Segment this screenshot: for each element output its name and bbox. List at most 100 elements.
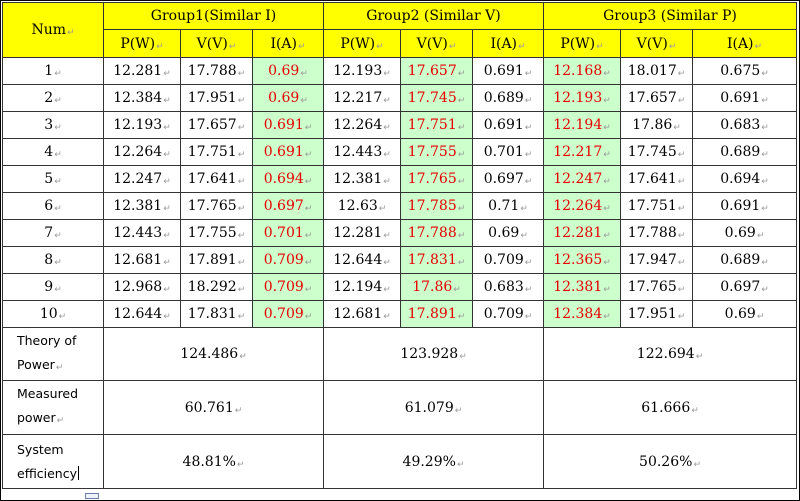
summary-value[interactable]: 60.761↵: [102, 380, 325, 435]
value-cell[interactable]: 0.709↵: [472, 300, 545, 328]
value-cell[interactable]: 17.657↵: [620, 84, 694, 112]
table-resize-handle[interactable]: [85, 493, 99, 499]
value-cell[interactable]: 17.765↵: [400, 165, 474, 193]
summary-value[interactable]: 124.486↵: [102, 327, 325, 381]
value-cell[interactable]: 17.951↵: [180, 84, 253, 112]
value-cell[interactable]: 12.193↵: [323, 57, 402, 85]
value-cell[interactable]: 0.71↵: [472, 192, 545, 220]
value-cell[interactable]: 17.755↵: [180, 219, 253, 247]
subcol-header[interactable]: I(A)↵: [692, 29, 798, 58]
value-cell[interactable]: 17.657↵: [180, 111, 253, 139]
subcol-header[interactable]: I(A)↵: [472, 29, 545, 58]
summary-value[interactable]: 49.29%↵: [323, 434, 545, 489]
row-number-cell[interactable]: 6↵: [2, 192, 104, 220]
summary-value[interactable]: 48.81%↵: [102, 434, 325, 489]
value-cell[interactable]: 0.701↵: [472, 138, 545, 166]
value-cell[interactable]: 17.831↵: [180, 300, 253, 328]
value-cell[interactable]: 12.365↵: [543, 246, 622, 274]
value-cell[interactable]: 0.691↵: [692, 192, 798, 220]
value-cell[interactable]: 0.691↵: [692, 84, 798, 112]
value-cell[interactable]: 17.788↵: [620, 219, 694, 247]
value-cell[interactable]: 18.292↵: [180, 273, 253, 301]
value-cell[interactable]: 12.384↵: [103, 84, 181, 112]
value-cell[interactable]: 0.689↵: [472, 84, 545, 112]
value-cell[interactable]: 12.168↵: [543, 57, 622, 85]
row-number-cell[interactable]: 1↵: [2, 57, 104, 85]
value-cell[interactable]: 12.644↵: [103, 300, 181, 328]
value-cell[interactable]: 0.709↵: [472, 246, 545, 274]
value-cell[interactable]: 12.381↵: [323, 165, 402, 193]
value-cell[interactable]: 0.694↵: [692, 165, 798, 193]
group2-header[interactable]: Group2 (Similar V): [323, 2, 545, 30]
value-cell[interactable]: 0.697↵: [472, 165, 545, 193]
row-number-cell[interactable]: 7↵: [2, 219, 104, 247]
value-cell[interactable]: 0.697↵: [692, 273, 798, 301]
value-cell[interactable]: 12.264↵: [543, 192, 622, 220]
value-cell[interactable]: 12.193↵: [103, 111, 181, 139]
num-header[interactable]: Num↵: [2, 2, 104, 58]
value-cell[interactable]: 12.264↵: [323, 111, 402, 139]
value-cell[interactable]: 17.831↵: [400, 246, 474, 274]
summary-value[interactable]: 122.694↵: [543, 327, 798, 381]
value-cell[interactable]: 17.657↵: [400, 57, 474, 85]
group3-header[interactable]: Group3 (Similar P): [543, 2, 798, 30]
value-cell[interactable]: 17.641↵: [620, 165, 694, 193]
value-cell[interactable]: 17.951↵: [620, 300, 694, 328]
summary-value[interactable]: 123.928↵: [323, 327, 545, 381]
value-cell[interactable]: 12.247↵: [543, 165, 622, 193]
value-cell[interactable]: 17.891↵: [400, 300, 474, 328]
value-cell[interactable]: 0.69↵: [692, 219, 798, 247]
subcol-header[interactable]: V(V)↵: [620, 29, 694, 58]
group1-header[interactable]: Group1(Similar I): [102, 2, 325, 30]
summary-value[interactable]: 61.079↵: [323, 380, 545, 435]
value-cell[interactable]: 17.745↵: [620, 138, 694, 166]
value-cell[interactable]: 12.194↵: [543, 111, 622, 139]
value-cell[interactable]: 17.86↵: [400, 273, 474, 301]
subcol-header[interactable]: V(V)↵: [400, 29, 474, 58]
value-cell[interactable]: 17.745↵: [400, 84, 474, 112]
value-cell[interactable]: 12.63↵: [323, 192, 402, 220]
value-cell[interactable]: 0.694↵: [251, 165, 325, 193]
value-cell[interactable]: 0.697↵: [251, 192, 325, 220]
value-cell[interactable]: 17.788↵: [180, 57, 253, 85]
row-number-cell[interactable]: 9↵: [2, 273, 104, 301]
value-cell[interactable]: 12.281↵: [103, 57, 181, 85]
value-cell[interactable]: 0.683↵: [472, 273, 545, 301]
value-cell[interactable]: 12.194↵: [323, 273, 402, 301]
value-cell[interactable]: 0.691↵: [251, 111, 325, 139]
row-number-cell[interactable]: 10↵: [2, 300, 104, 328]
value-cell[interactable]: 12.381↵: [543, 273, 622, 301]
value-cell[interactable]: 0.69↵: [692, 300, 798, 328]
summary-value[interactable]: 61.666↵: [543, 380, 798, 435]
summary-label[interactable]: System efficiency: [2, 434, 104, 489]
value-cell[interactable]: 17.751↵: [400, 111, 474, 139]
subcol-header[interactable]: P(W)↵: [323, 29, 402, 58]
value-cell[interactable]: 18.017↵: [620, 57, 694, 85]
value-cell[interactable]: 17.765↵: [180, 192, 253, 220]
value-cell[interactable]: 0.69↵: [251, 57, 325, 85]
value-cell[interactable]: 0.675↵: [692, 57, 798, 85]
value-cell[interactable]: 17.947↵: [620, 246, 694, 274]
value-cell[interactable]: 17.751↵: [620, 192, 694, 220]
value-cell[interactable]: 0.709↵: [251, 273, 325, 301]
subcol-header[interactable]: P(W)↵: [103, 29, 181, 58]
value-cell[interactable]: 12.384↵: [543, 300, 622, 328]
value-cell[interactable]: 17.755↵: [400, 138, 474, 166]
subcol-header[interactable]: V(V)↵: [180, 29, 253, 58]
value-cell[interactable]: 0.691↵: [472, 57, 545, 85]
value-cell[interactable]: 0.689↵: [692, 138, 798, 166]
value-cell[interactable]: 12.217↵: [323, 84, 402, 112]
value-cell[interactable]: 12.968↵: [103, 273, 181, 301]
value-cell[interactable]: 17.641↵: [180, 165, 253, 193]
value-cell[interactable]: 17.751↵: [180, 138, 253, 166]
value-cell[interactable]: 12.217↵: [543, 138, 622, 166]
value-cell[interactable]: 0.683↵: [692, 111, 798, 139]
value-cell[interactable]: 17.765↵: [620, 273, 694, 301]
row-number-cell[interactable]: 3↵: [2, 111, 104, 139]
value-cell[interactable]: 0.691↵: [472, 111, 545, 139]
summary-label[interactable]: Theory of Power↵: [2, 327, 104, 381]
value-cell[interactable]: 12.443↵: [323, 138, 402, 166]
value-cell[interactable]: 12.443↵: [103, 219, 181, 247]
value-cell[interactable]: 0.69↵: [251, 84, 325, 112]
value-cell[interactable]: 0.709↵: [251, 246, 325, 274]
